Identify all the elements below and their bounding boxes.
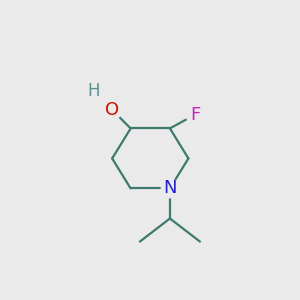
Text: O: O (105, 101, 119, 119)
Text: H: H (87, 82, 100, 100)
Text: F: F (190, 106, 200, 124)
Text: N: N (163, 179, 177, 197)
